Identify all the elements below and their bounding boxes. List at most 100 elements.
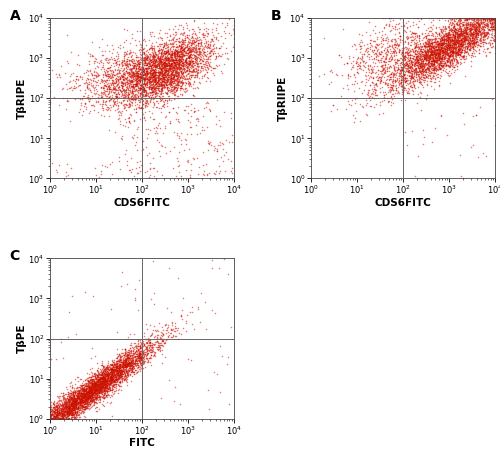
Point (90, 86, 98, 94)
Point (389, 87, 397, 94)
Point (70, 394, 78, 402)
Point (376, 101, 384, 109)
Point (419, 65, 427, 72)
Point (446, 39, 454, 46)
Point (440, 45, 448, 52)
Point (410, 60, 418, 67)
Point (140, 103, 148, 110)
Point (143, 70, 151, 77)
Point (439, 45, 447, 52)
Point (168, 65, 175, 72)
Point (69, 389, 77, 396)
Point (105, 112, 113, 120)
Point (389, 71, 397, 78)
Point (142, 73, 150, 81)
Point (47, 410, 55, 418)
Point (491, 16, 499, 24)
Point (104, 380, 112, 388)
Point (170, 62, 178, 69)
Point (142, 335, 150, 342)
Point (165, 37, 173, 44)
Point (400, 73, 408, 81)
Point (74, 408, 82, 415)
Point (162, 66, 170, 74)
Point (129, 94, 137, 101)
Point (164, 68, 172, 76)
Point (63, 405, 71, 412)
Point (152, 346, 160, 353)
Point (378, 32, 386, 39)
Point (474, 23, 482, 30)
Point (76, 394, 84, 402)
Point (352, 69, 360, 76)
Point (46, 415, 54, 422)
Point (162, 56, 170, 64)
Point (65, 408, 73, 415)
Point (425, 58, 433, 65)
Point (46, 412, 54, 419)
Point (428, 45, 436, 52)
Point (120, 68, 128, 75)
Point (108, 412, 116, 420)
Point (421, 45, 429, 52)
Point (164, 61, 172, 69)
Point (479, 36, 487, 43)
Point (138, 146, 146, 153)
Point (113, 48, 121, 56)
Point (135, 353, 143, 360)
Point (448, 35, 456, 42)
Point (82, 396, 90, 403)
Point (100, 379, 108, 386)
Point (160, 61, 168, 69)
Point (150, 93, 158, 101)
Point (450, 23, 458, 30)
Point (101, 374, 109, 381)
Point (491, 15, 499, 22)
Point (132, 359, 140, 367)
Point (170, 84, 178, 91)
Point (424, 41, 432, 48)
Point (143, 79, 151, 86)
Point (432, 35, 440, 42)
Point (458, 38, 466, 46)
Point (406, 79, 414, 86)
Point (149, 66, 157, 73)
Point (422, 53, 430, 60)
Point (100, 369, 108, 377)
Point (62, 399, 70, 406)
Point (128, 95, 136, 102)
Point (134, 84, 142, 91)
Point (160, 77, 168, 85)
Point (124, 80, 132, 87)
Point (412, 66, 420, 73)
Point (66, 393, 74, 400)
Point (184, 50, 192, 57)
Point (118, 67, 126, 74)
Point (170, 72, 178, 79)
Point (158, 346, 166, 354)
Point (155, 62, 163, 70)
Point (406, 48, 414, 55)
Point (140, 114, 148, 121)
Point (484, 29, 492, 36)
Point (154, 62, 162, 70)
Point (100, 375, 108, 383)
Point (111, 373, 119, 380)
Point (206, 106, 214, 114)
Point (116, 372, 124, 379)
Point (371, 37, 379, 45)
Point (424, 52, 432, 59)
Point (154, 63, 162, 70)
Point (125, 90, 133, 97)
Point (422, 47, 430, 55)
Point (196, 50, 203, 57)
Point (142, 102, 150, 109)
Point (470, 35, 478, 43)
Point (88, 385, 96, 393)
Point (158, 61, 166, 69)
Point (162, 49, 170, 56)
Point (131, 69, 139, 76)
Point (69, 401, 77, 409)
Point (466, 26, 474, 33)
Point (158, 66, 166, 74)
